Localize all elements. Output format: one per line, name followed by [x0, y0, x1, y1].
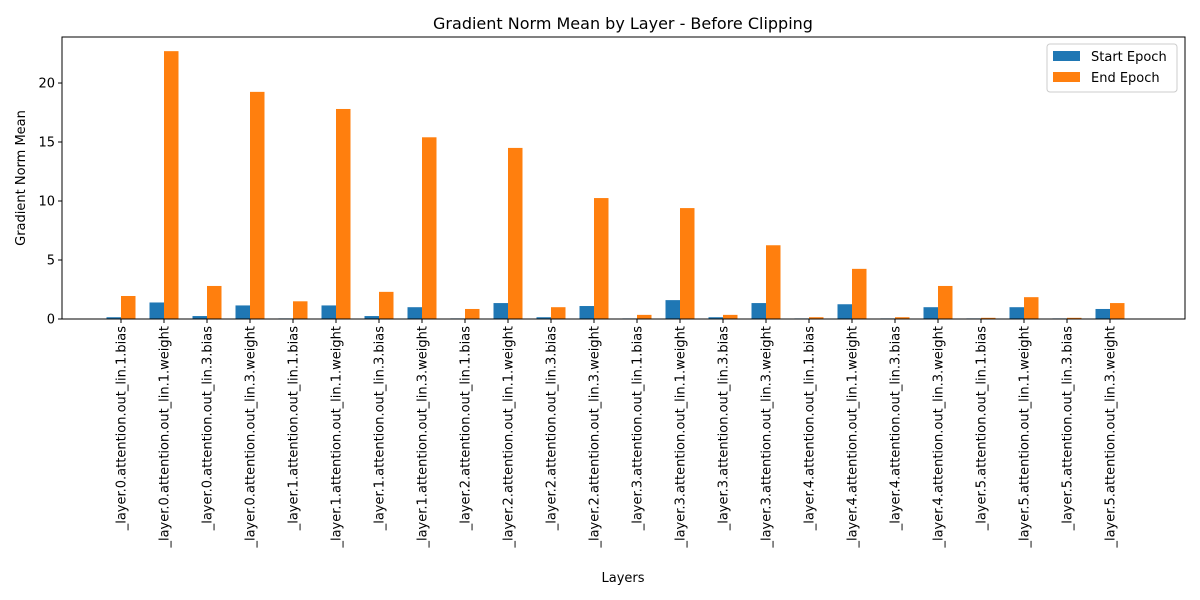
x-tick-label-23: _layer.5.attention.out_lin.3.weight — [1104, 326, 1119, 549]
x-tick-label-18: _layer.4.attention.out_lin.3.bias — [889, 326, 904, 532]
bar-end-4 — [293, 301, 308, 319]
bar-start-1 — [149, 302, 164, 319]
y-axis-label: Gradient Norm Mean — [14, 110, 29, 246]
y-tick-label-2: 10 — [38, 195, 55, 210]
x-tick-label-20: _layer.5.attention.out_lin.1.bias — [975, 326, 990, 532]
bar-end-23 — [1110, 303, 1125, 319]
x-tick-label-7: _layer.1.attention.out_lin.3.weight — [416, 326, 431, 549]
bar-start-7 — [407, 307, 422, 319]
plot-frame — [61, 36, 1186, 320]
y-tick-label-0: 0 — [47, 313, 55, 328]
bar-start-19 — [923, 307, 938, 319]
bar-end-9 — [508, 147, 523, 319]
bar-end-5 — [336, 108, 351, 320]
bar-start-2 — [192, 316, 207, 319]
legend-swatch-end — [1053, 72, 1080, 82]
legend: Start Epoch End Epoch — [1046, 43, 1178, 93]
bar-end-19 — [938, 285, 953, 319]
bar-end-18 — [895, 317, 910, 319]
x-tick-label-3: _layer.0.attention.out_lin.3.weight — [244, 326, 259, 549]
y-tick-label-1: 5 — [47, 254, 55, 269]
bar-start-10 — [536, 317, 551, 319]
x-tick-label-14: _layer.3.attention.out_lin.3.bias — [717, 326, 732, 532]
x-tick-label-5: _layer.1.attention.out_lin.1.weight — [330, 326, 345, 549]
bar-end-1 — [164, 51, 179, 319]
x-tick-label-10: _layer.2.attention.out_lin.3.bias — [545, 326, 560, 532]
bar-start-17 — [837, 304, 852, 319]
chart-title: Gradient Norm Mean by Layer - Before Cli… — [433, 14, 813, 33]
bar-start-6 — [364, 316, 379, 319]
bar-end-22 — [1067, 317, 1082, 319]
bar-start-9 — [493, 303, 508, 319]
bar-start-11 — [579, 306, 594, 319]
bar-end-12 — [637, 314, 652, 319]
x-tick-label-8: _layer.2.attention.out_lin.1.bias — [459, 326, 474, 532]
x-tick-label-22: _layer.5.attention.out_lin.3.bias — [1061, 326, 1076, 532]
bar-start-14 — [708, 317, 723, 319]
y-tick-label-4: 20 — [38, 77, 55, 92]
x-axis-label: Layers — [601, 571, 644, 586]
legend-label-end: End Epoch — [1091, 71, 1160, 86]
bar-start-23 — [1095, 308, 1110, 319]
x-tick-label-15: _layer.3.attention.out_lin.3.weight — [760, 326, 775, 549]
bar-start-13 — [665, 300, 680, 319]
bar-end-15 — [766, 245, 781, 319]
bar-end-2 — [207, 285, 222, 319]
y-tick-label-3: 15 — [38, 136, 55, 151]
legend-label-start: Start Epoch — [1091, 50, 1167, 65]
x-tick-label-9: _layer.2.attention.out_lin.1.weight — [502, 326, 517, 549]
x-tick-label-0: _layer.0.attention.out_lin.1.bias — [115, 326, 130, 532]
bar-end-20 — [981, 317, 996, 319]
x-tick-label-17: _layer.4.attention.out_lin.1.weight — [846, 326, 861, 549]
x-tick-label-2: _layer.0.attention.out_lin.3.bias — [201, 326, 216, 532]
bar-end-21 — [1024, 297, 1039, 319]
x-tick-label-12: _layer.3.attention.out_lin.1.bias — [631, 326, 646, 532]
bar-start-21 — [1009, 307, 1024, 319]
bar-start-0 — [106, 317, 121, 319]
bar-end-13 — [680, 208, 695, 319]
x-tick-label-6: _layer.1.attention.out_lin.3.bias — [373, 326, 388, 532]
bar-end-8 — [465, 308, 480, 319]
bar-start-3 — [235, 305, 250, 319]
bar-end-7 — [422, 137, 437, 319]
x-tick-label-11: _layer.2.attention.out_lin.3.weight — [588, 326, 603, 549]
x-tick-label-16: _layer.4.attention.out_lin.1.bias — [803, 326, 818, 532]
bar-end-11 — [594, 198, 609, 319]
bar-start-5 — [321, 305, 336, 319]
x-tick-label-4: _layer.1.attention.out_lin.1.bias — [287, 326, 302, 532]
bar-end-17 — [852, 268, 867, 319]
x-tick-label-13: _layer.3.attention.out_lin.1.weight — [674, 326, 689, 549]
bar-end-16 — [809, 317, 824, 319]
x-tick-label-21: _layer.5.attention.out_lin.1.weight — [1018, 326, 1033, 549]
bar-end-10 — [551, 307, 566, 319]
bar-start-15 — [751, 303, 766, 319]
bar-end-6 — [379, 291, 394, 319]
bar-end-14 — [723, 314, 738, 319]
x-tick-label-1: _layer.0.attention.out_lin.1.weight — [158, 326, 173, 549]
bar-end-0 — [121, 295, 136, 319]
bar-end-3 — [250, 91, 265, 319]
legend-swatch-start — [1053, 51, 1080, 61]
x-tick-label-19: _layer.4.attention.out_lin.3.weight — [932, 326, 947, 549]
